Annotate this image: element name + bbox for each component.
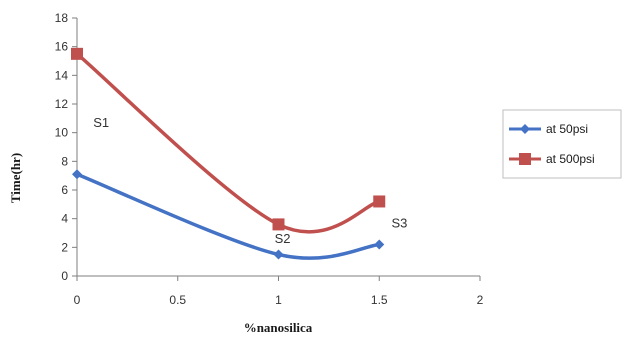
y-tick-label: 8 <box>61 154 68 168</box>
y-tick-label: 14 <box>55 68 69 82</box>
series-line <box>75 52 381 234</box>
series-2 <box>71 47 386 234</box>
data-point <box>71 47 83 60</box>
data-point <box>373 195 386 208</box>
data-point <box>72 169 82 180</box>
annotation-layer: S1 S2 S3 <box>93 115 407 246</box>
axes: 0 2 4 6 8 10 12 14 16 18 0 0.5 1 1.5 2 <box>55 11 484 307</box>
legend-label: at 500psi <box>546 152 595 166</box>
x-axis-title: %nanosilica <box>244 320 313 335</box>
y-ticks: 0 2 4 6 8 10 12 14 16 18 <box>55 11 77 283</box>
x-ticks: 0 0.5 1 1.5 2 <box>74 276 484 307</box>
y-axis-title: Time(hr) <box>8 153 23 203</box>
y-tick-label: 4 <box>61 212 68 226</box>
y-tick-label: 6 <box>61 183 68 197</box>
legend-label: at 50psi <box>546 122 588 136</box>
y-tick-label: 12 <box>55 97 69 111</box>
legend-box <box>502 109 622 179</box>
x-tick-label: 1.5 <box>371 293 388 307</box>
y-tick-label: 0 <box>61 269 68 283</box>
y-tick-label: 2 <box>61 240 68 254</box>
x-tick-label: 0.5 <box>169 293 186 307</box>
legend-swatch-marker <box>520 124 530 134</box>
data-point <box>272 218 285 231</box>
y-tick-label: 18 <box>55 11 69 25</box>
data-point <box>374 239 385 250</box>
x-tick-label: 0 <box>74 293 81 307</box>
annotation-label: S1 <box>93 115 109 130</box>
series-line <box>75 172 381 260</box>
y-tick-label: 16 <box>55 40 69 54</box>
x-tick-label: 1 <box>275 293 282 307</box>
y-tick-label: 10 <box>55 126 69 140</box>
legend-swatch-marker <box>519 153 531 165</box>
annotation-label: S3 <box>391 215 407 230</box>
series-1 <box>72 169 385 260</box>
data-point <box>273 249 284 260</box>
legend-items: at 50psi at 500psi <box>509 122 595 166</box>
x-tick-label: 2 <box>477 293 484 307</box>
series-layer <box>71 47 386 260</box>
annotation-label: S2 <box>275 231 291 246</box>
legend: at 50psi at 500psi <box>502 109 622 179</box>
